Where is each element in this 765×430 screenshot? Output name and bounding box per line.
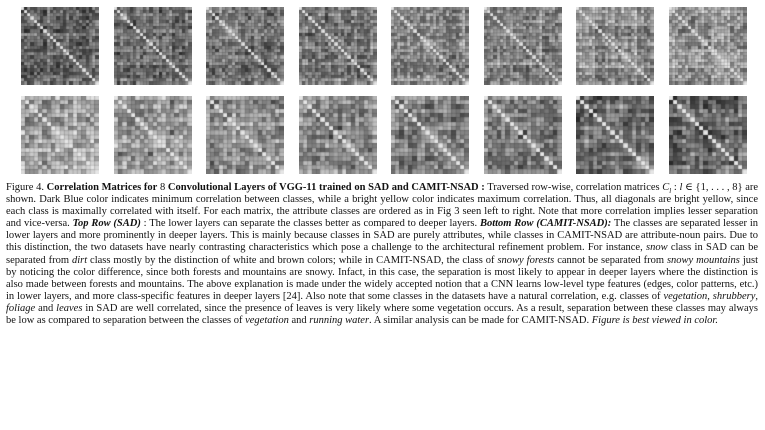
correlation-matrix-camit-layer-3 xyxy=(206,96,285,174)
caption-paragraph: Figure 4. Correlation Matrices for 8 Con… xyxy=(6,182,759,327)
correlation-matrix-camit-layer-8 xyxy=(668,96,747,174)
correlation-matrix-sad-layer-1 xyxy=(21,7,99,85)
correlation-matrix-sad-layer-4 xyxy=(298,7,377,85)
bottom-row-label: Bottom Row (CAMIT-NSAD): xyxy=(479,218,612,230)
math-c: Cl xyxy=(662,182,672,196)
correlation-matrix-sad-layer-8 xyxy=(668,7,747,85)
correlation-matrix-camit-layer-7 xyxy=(576,96,655,174)
matrix-row-sad xyxy=(21,7,747,85)
correlation-matrix-sad-layer-5 xyxy=(391,7,470,85)
top-row-label: Top Row (SAD) xyxy=(72,218,141,230)
correlation-matrix-sad-layer-2 xyxy=(113,7,192,85)
best-viewed-note: Figure is best viewed in color. xyxy=(591,315,718,327)
matrix-row-camit-nsad xyxy=(21,96,747,174)
correlation-matrix-camit-layer-1 xyxy=(21,96,99,174)
figure-label: Figure 4. xyxy=(6,182,44,193)
correlation-matrix-camit-layer-2 xyxy=(113,96,192,174)
correlation-matrix-sad-layer-7 xyxy=(576,7,655,85)
correlation-matrix-camit-layer-5 xyxy=(391,96,470,174)
figure-caption: Figure 4. Correlation Matrices for 8 Con… xyxy=(6,182,758,327)
correlation-matrix-camit-layer-6 xyxy=(483,96,562,174)
caption-title: Correlation Matrices for 8 Convolutional… xyxy=(46,182,485,193)
correlation-matrix-sad-layer-6 xyxy=(483,7,562,85)
correlation-matrix-sad-layer-3 xyxy=(206,7,285,85)
correlation-matrix-camit-layer-4 xyxy=(298,96,377,174)
